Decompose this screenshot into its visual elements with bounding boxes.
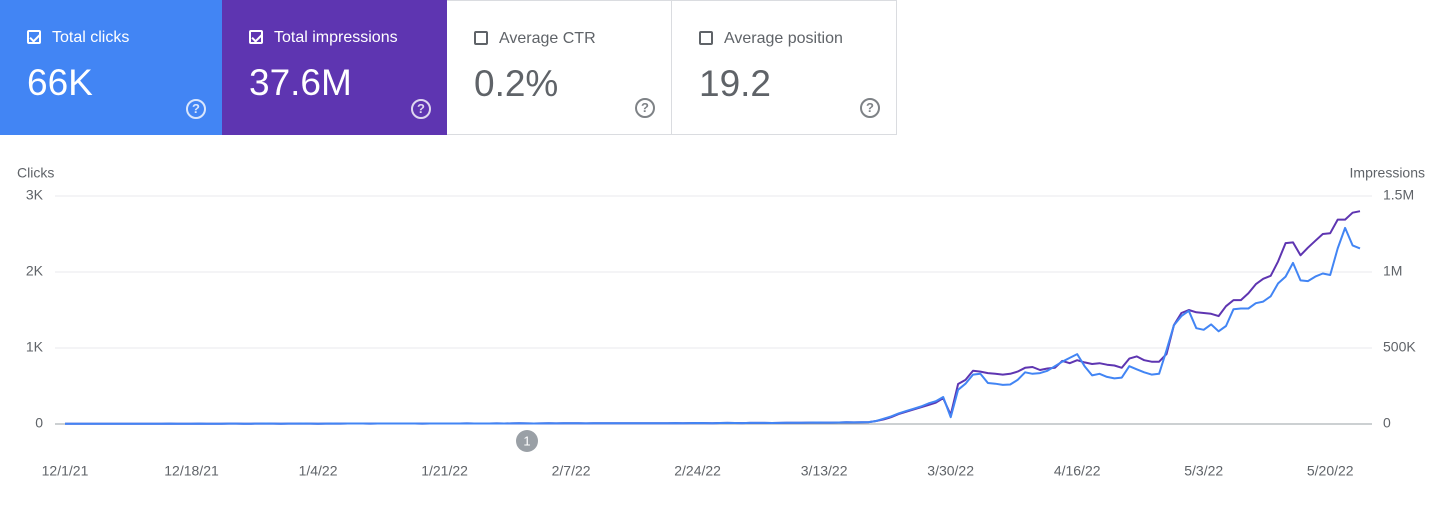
y2-tick-label: 0 <box>1383 415 1391 431</box>
series-line <box>65 226 1361 425</box>
x-tick-label: 3/13/22 <box>801 463 848 479</box>
y-tick-label: 0 <box>35 415 43 431</box>
x-tick-label: 1/4/22 <box>299 463 338 479</box>
x-tick-label: 2/24/22 <box>674 463 721 479</box>
metric-card[interactable]: Total clicks 66K? <box>0 0 222 135</box>
y-tick-label: 3K <box>26 187 44 203</box>
x-tick-label: 5/20/22 <box>1307 463 1354 479</box>
x-tick-label: 2/7/22 <box>552 463 591 479</box>
checkbox[interactable] <box>699 31 713 45</box>
metric-label: Total impressions <box>274 29 398 46</box>
help-icon[interactable]: ? <box>635 98 655 118</box>
y-axis-title: Clicks <box>17 165 54 181</box>
x-tick-label: 4/16/22 <box>1054 463 1101 479</box>
checkbox[interactable] <box>249 30 263 44</box>
metric-label: Average CTR <box>499 30 596 47</box>
metric-value: 66K <box>27 62 93 103</box>
checkbox[interactable] <box>474 31 488 45</box>
y2-axis-title: Impressions <box>1350 165 1425 181</box>
metric-cards: Total clicks 66K? Total impressions 37.6M? A… <box>0 0 897 135</box>
x-tick-label: 3/30/22 <box>927 463 974 479</box>
checkbox[interactable] <box>27 30 41 44</box>
y-tick-label: 1K <box>26 339 44 355</box>
y2-tick-label: 1M <box>1383 263 1402 279</box>
metric-value: 37.6M <box>249 62 352 103</box>
metric-label: Total clicks <box>52 29 130 46</box>
y2-tick-label: 500K <box>1383 339 1416 355</box>
y2-tick-label: 1.5M <box>1383 187 1414 203</box>
x-tick-label: 5/3/22 <box>1184 463 1223 479</box>
help-icon[interactable]: ? <box>411 99 431 119</box>
series-line <box>65 210 1361 425</box>
x-tick-label: 12/18/21 <box>164 463 219 479</box>
help-icon[interactable]: ? <box>186 99 206 119</box>
annotation-marker <box>516 430 538 452</box>
y-tick-label: 2K <box>26 263 44 279</box>
annotation-label: 1 <box>523 433 530 448</box>
help-icon[interactable]: ? <box>860 98 880 118</box>
metric-card[interactable]: Total impressions 37.6M? <box>222 0 447 135</box>
x-tick-label: 1/21/22 <box>421 463 468 479</box>
metric-label: Average position <box>724 30 843 47</box>
metric-value: 0.2% <box>474 63 559 104</box>
metric-value: 19.2 <box>699 63 772 104</box>
metric-card[interactable]: Average CTR 0.2%? <box>447 0 672 135</box>
metric-card[interactable]: Average position 19.2? <box>672 0 897 135</box>
x-tick-label: 12/1/21 <box>42 463 89 479</box>
